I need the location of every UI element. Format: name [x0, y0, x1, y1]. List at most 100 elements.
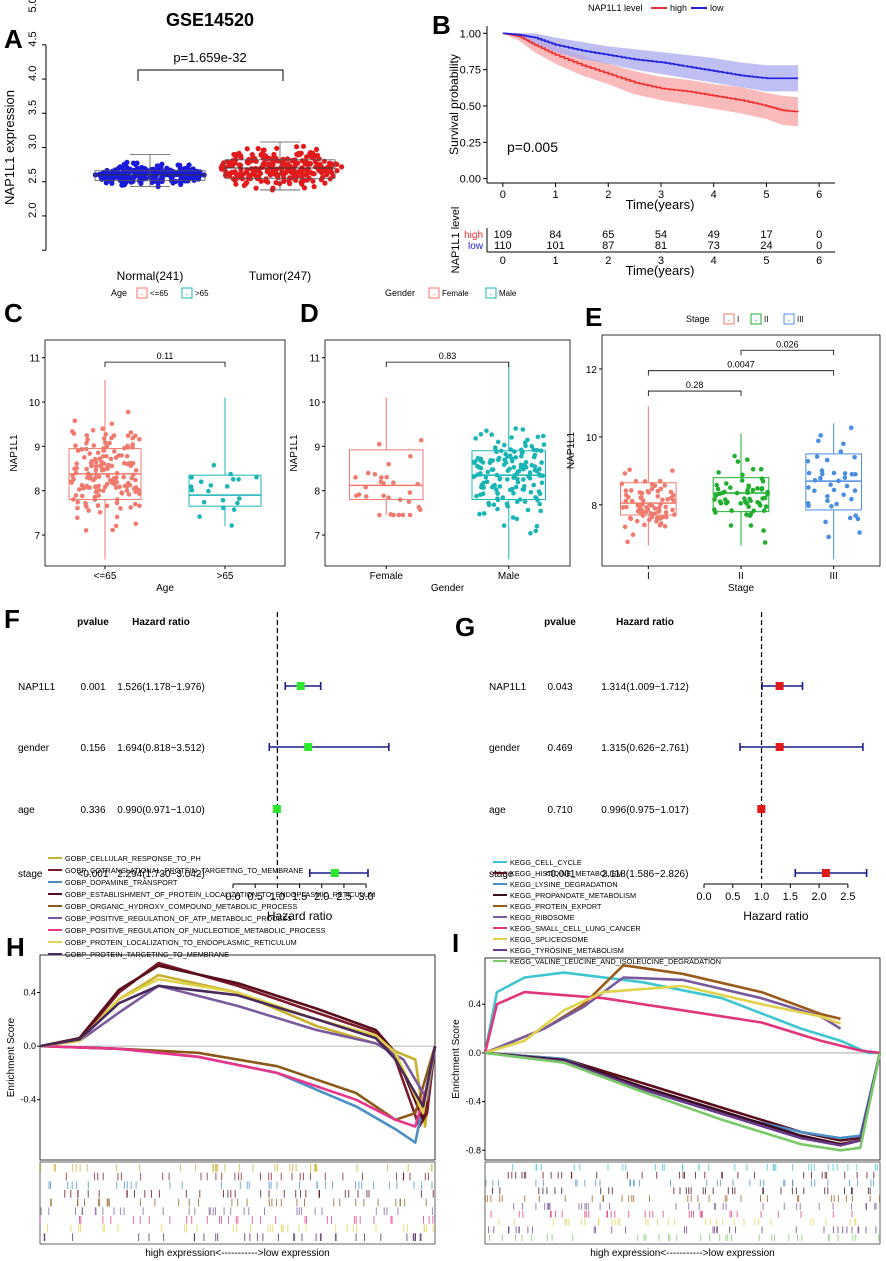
- panel-h-legend-label: GOBP_POSITIVE_REGULATION_OF_ATP_METABOLI…: [65, 914, 292, 923]
- panel-c-point: [96, 493, 101, 498]
- panel-c-point: [133, 468, 139, 473]
- panel-a-point: [141, 165, 148, 172]
- panel-e-point: [848, 425, 854, 431]
- panel-e-point: [628, 515, 633, 521]
- panel-d-point: [485, 469, 491, 475]
- panel-e-ytick-label: 12: [586, 365, 598, 376]
- panel-c-point: [231, 507, 237, 512]
- panel-e-point: [760, 478, 766, 484]
- panel-e-point: [857, 530, 862, 535]
- panel-c-point: [137, 437, 142, 442]
- panel-d-point: [377, 512, 382, 518]
- panel-d-legend-key-glyph: -: [433, 290, 436, 299]
- panel-a-point: [181, 167, 187, 173]
- panel-g-row-label: stage: [489, 869, 514, 880]
- panel-d-ytick-label: 7: [314, 531, 320, 542]
- panel-g-row-pvalue: 0.710: [547, 805, 572, 816]
- panel-c-point: [112, 449, 117, 454]
- panel-b-risk-count: 65: [602, 229, 614, 241]
- panel-c-point: [92, 476, 98, 481]
- panel-d-point: [523, 443, 528, 449]
- panel-e-point: [722, 497, 728, 502]
- panel-e-point: [761, 528, 766, 533]
- panel-e-point: [805, 501, 811, 506]
- panel-c-point: [90, 428, 96, 433]
- panel-e-point: [720, 490, 725, 496]
- panel-h-es-curve: [39, 961, 437, 1128]
- panel-d-point: [515, 479, 521, 485]
- panel-i-es-curve: [484, 984, 841, 1055]
- panel-h-xlabel: high expression<----------->low expressi…: [145, 1248, 330, 1259]
- panel-h-ylabel: Enrichment Score: [6, 1017, 17, 1097]
- panel-e-point: [645, 489, 650, 494]
- panel-g-row-label: NAP1L1: [489, 682, 527, 693]
- panel-c-point: [79, 447, 85, 452]
- panel-g-xtick-label: 1.5: [783, 891, 798, 903]
- panel-d-point: [408, 454, 413, 459]
- panel-d-point: [529, 462, 535, 468]
- panel-i-legend-label: KEGG_SMALL_CELL_LUNG_CANCER: [510, 924, 641, 933]
- panel-c-point: [189, 475, 194, 480]
- panel-d-point: [510, 515, 516, 520]
- panel-f-xtick-label: 1.0: [270, 891, 285, 903]
- panel-a-point: [301, 185, 308, 191]
- panel-g-col-hr: Hazard ratio: [616, 617, 674, 628]
- panel-a-point: [249, 152, 255, 158]
- panel-a-point: [273, 166, 279, 172]
- panel-e-point: [633, 479, 639, 484]
- panel-c-point: [229, 523, 234, 528]
- panel-i-es-curve: [484, 1051, 882, 1147]
- panel-a-beeswarm: GSE14520 2.0 2.5 3.0 3.5 4.0 4.5 5.0 NAP1L1 expr…: [2, 0, 345, 283]
- panel-c-point: [236, 477, 241, 482]
- panel-i-es-curve: [484, 1051, 882, 1146]
- panel-f-row-hr: 1.694(0.818−3.512): [117, 743, 205, 754]
- panel-c-point: [100, 426, 105, 432]
- panel-d-point: [495, 506, 500, 512]
- panel-d-point: [418, 507, 423, 513]
- panel-e-point: [623, 488, 629, 494]
- panel-a-point: [109, 180, 115, 186]
- panel-f-xtick-label: 0.0: [225, 891, 240, 903]
- panel-d-point: [503, 451, 508, 457]
- panel-a-point: [271, 151, 277, 158]
- panel-a-ytick-label: 5.0: [27, 0, 39, 12]
- panel-e-point: [715, 486, 721, 492]
- panel-e-bracket: [647, 370, 835, 376]
- panel-d-point: [376, 441, 382, 447]
- panel-e-point: [735, 459, 741, 464]
- panel-d-point: [538, 508, 543, 514]
- panel-b-risk-xlabel: Time(years): [626, 263, 695, 278]
- panel-d-point: [415, 481, 421, 487]
- panel-e-point: [745, 488, 750, 493]
- panel-e-point: [746, 483, 751, 489]
- panel-b-risk-title: NAP1L1 level: [450, 207, 462, 274]
- panel-c-point: [221, 505, 226, 511]
- panel-e-point: [814, 454, 820, 459]
- panel-e-point: [728, 523, 734, 528]
- panel-a-point: [280, 156, 286, 162]
- panel-e-point: [652, 511, 657, 516]
- panel-e-point: [828, 482, 833, 488]
- panel-a-point: [255, 146, 261, 152]
- panel-e-point: [724, 500, 729, 506]
- panel-a-point: [237, 162, 243, 168]
- panel-c-comparison-label: 0.11: [157, 351, 174, 361]
- panel-f-xtick-label: 2.0: [314, 891, 329, 903]
- panel-a-point: [223, 172, 229, 179]
- panel-d-ytick-label: 9: [314, 442, 320, 453]
- panel-d-comparison-label: 0.83: [439, 351, 457, 361]
- panel-e-point: [657, 523, 663, 528]
- panel-a-point: [294, 144, 300, 150]
- panel-a-ylabel: NAP1L1 expression: [2, 90, 17, 205]
- panel-a-point: [317, 161, 323, 167]
- panel-c-point: [72, 418, 78, 424]
- panel-i-legend-label: KEGG_VALINE_LEUCINE_AND_ISOLEUCINE_DEGRA…: [510, 957, 721, 966]
- panel-c-point: [94, 464, 99, 469]
- panel-c-point: [75, 448, 81, 453]
- panel-a-point: [262, 153, 268, 159]
- panel-b-survival: NAP1L1 level high low0.000.250.500.751.000…: [447, 3, 835, 278]
- panel-e-bracket: [740, 349, 835, 356]
- panel-d-point: [477, 511, 482, 517]
- panel-e-point: [724, 481, 729, 486]
